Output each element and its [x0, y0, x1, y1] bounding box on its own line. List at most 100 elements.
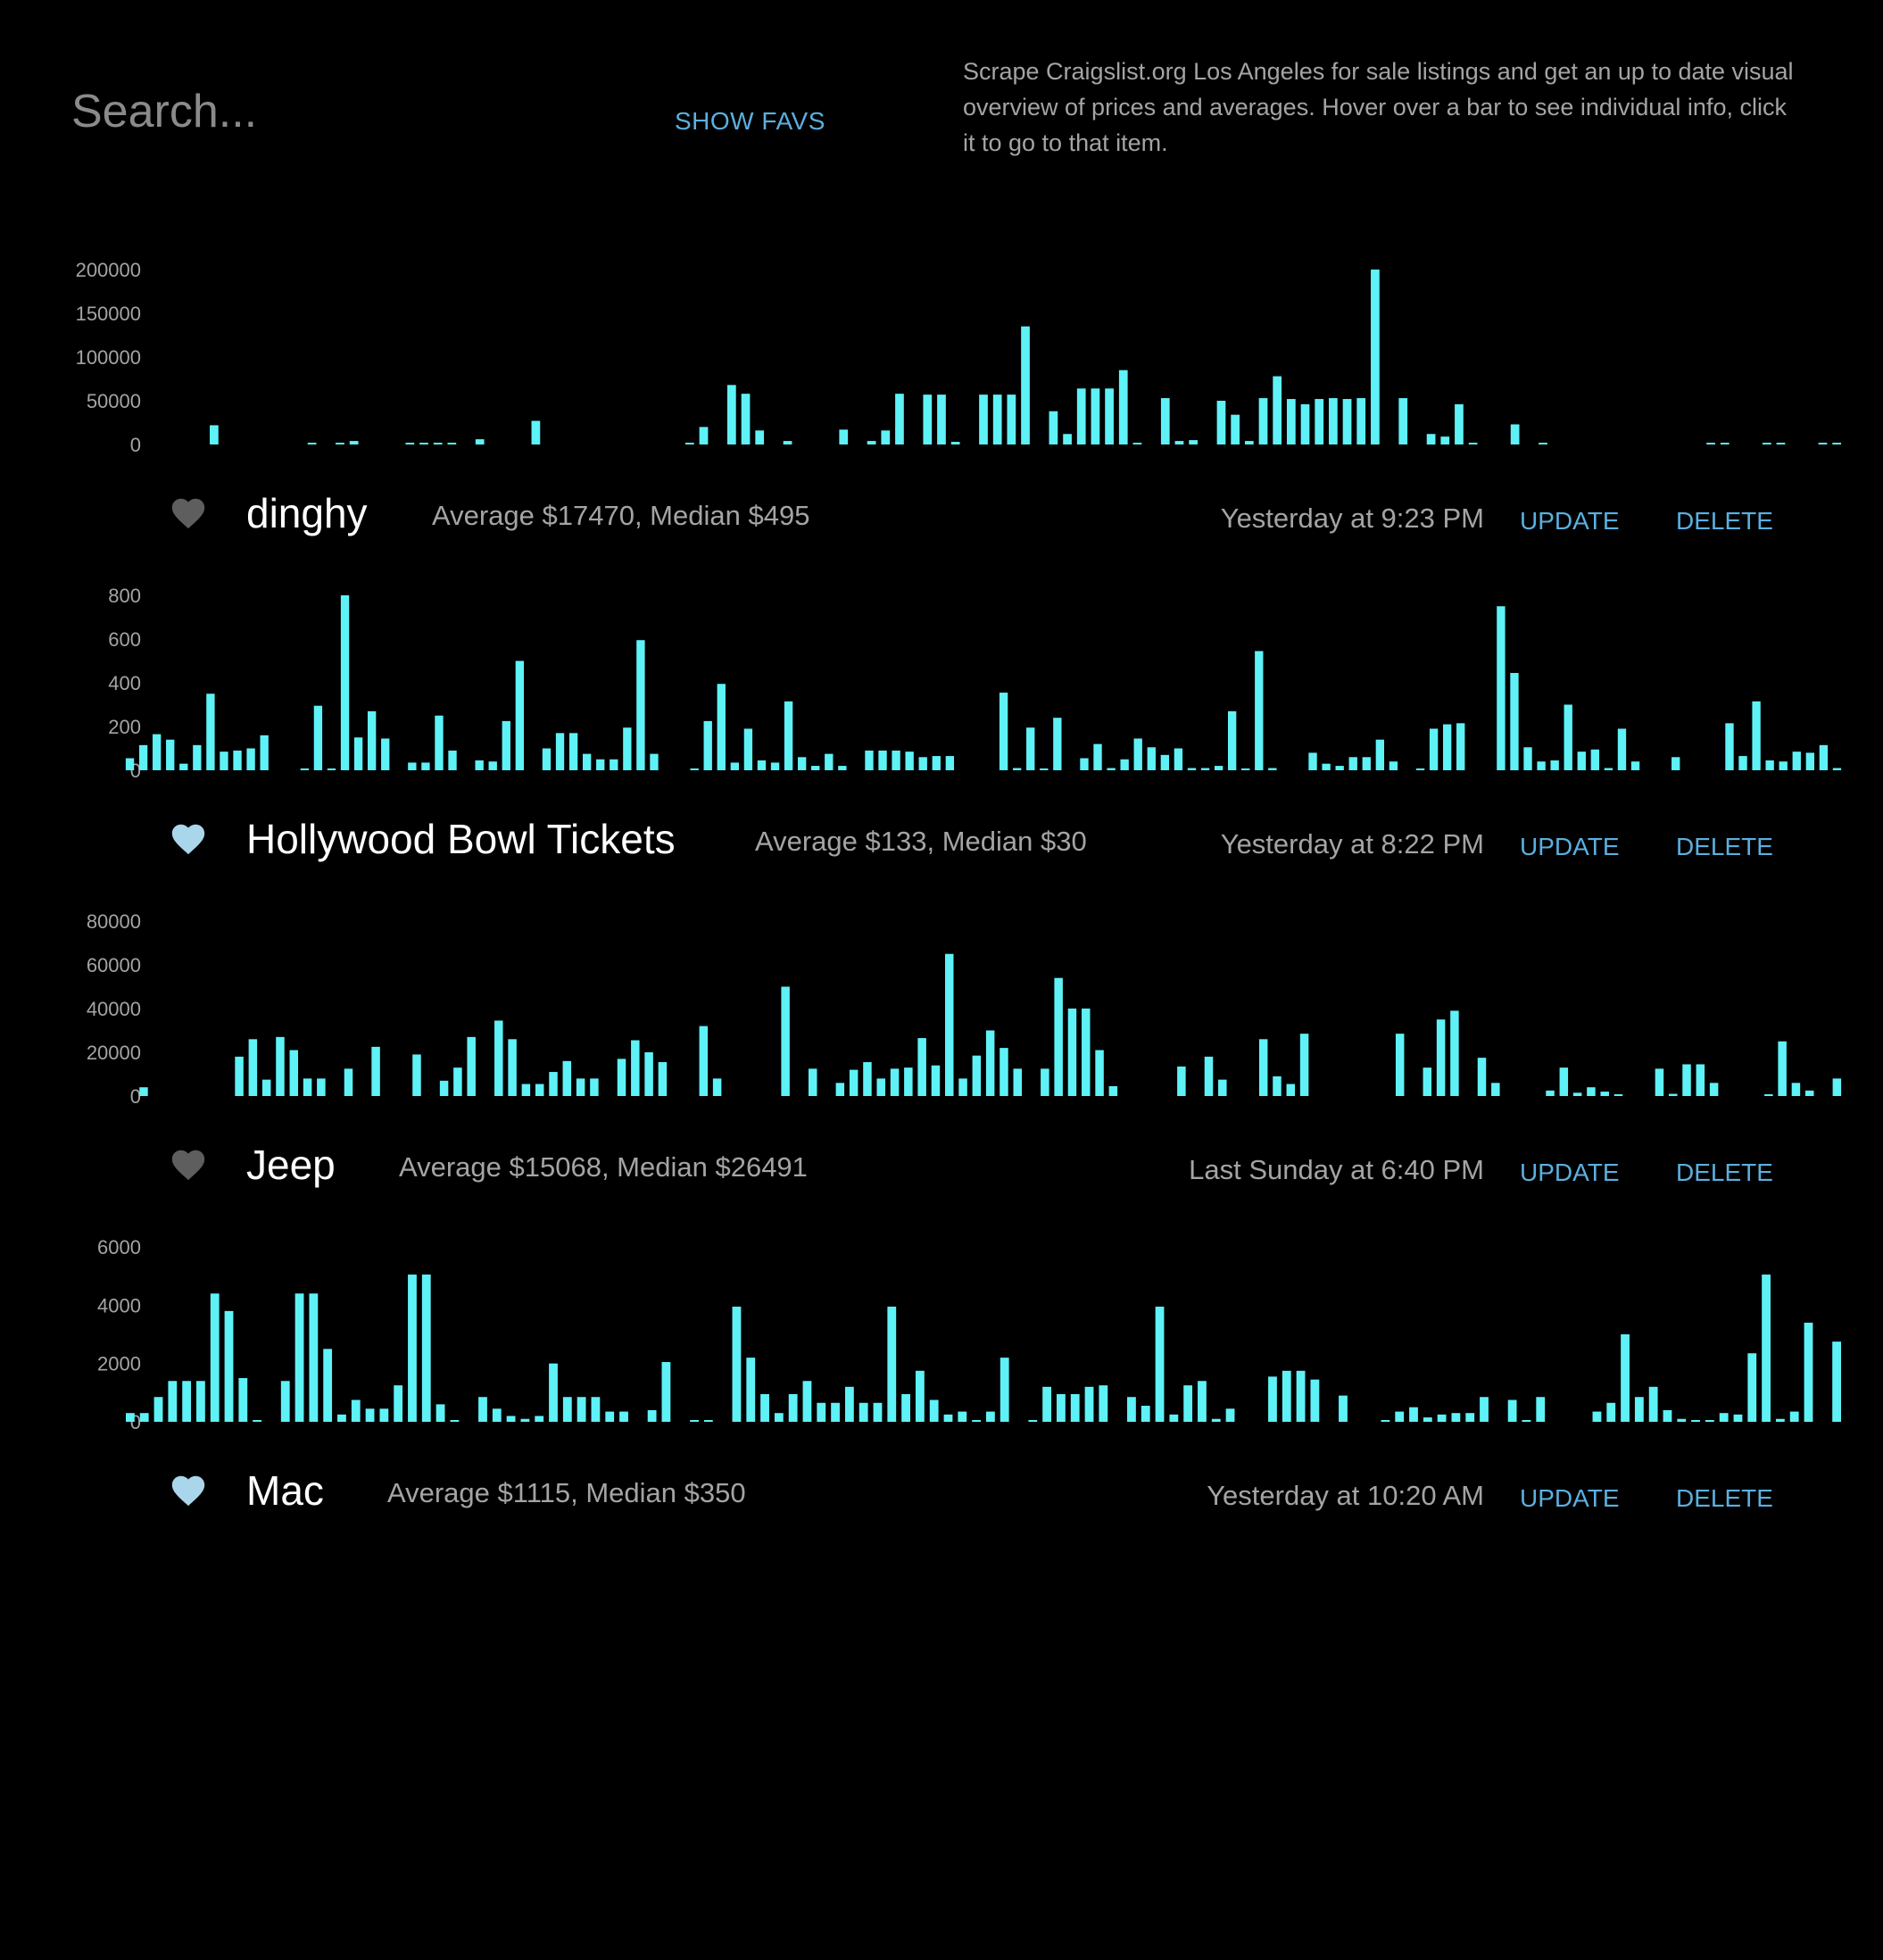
price-bar[interactable] [1682, 1064, 1691, 1096]
price-bar[interactable] [1792, 752, 1801, 770]
price-bar[interactable] [1105, 388, 1114, 444]
price-bar[interactable] [1832, 768, 1842, 770]
price-bar[interactable] [623, 727, 632, 770]
price-bar[interactable] [1241, 768, 1250, 770]
price-bar[interactable] [1053, 718, 1062, 770]
price-bar[interactable] [210, 1293, 220, 1422]
price-bar[interactable] [1775, 1418, 1785, 1422]
price-bar[interactable] [781, 986, 790, 1097]
price-bar[interactable] [797, 757, 807, 770]
price-bar[interactable] [1468, 443, 1478, 444]
price-bar[interactable] [1342, 399, 1352, 444]
price-bar[interactable] [478, 1397, 487, 1422]
price-bar[interactable] [647, 1409, 657, 1422]
price-bar[interactable] [138, 744, 148, 770]
price-bar[interactable] [972, 1420, 981, 1422]
price-bar[interactable] [1375, 739, 1385, 770]
price-bar[interactable] [1187, 768, 1197, 770]
price-bar[interactable] [1000, 1048, 1008, 1096]
price-bar[interactable] [1329, 398, 1338, 444]
price-bar[interactable] [1395, 1411, 1405, 1422]
price-bar[interactable] [1559, 1067, 1569, 1096]
price-bar[interactable] [365, 1408, 375, 1422]
price-bar[interactable] [865, 750, 874, 770]
price-bar[interactable] [992, 394, 1002, 444]
price-bar[interactable] [1663, 1409, 1672, 1422]
price-bar[interactable] [351, 1399, 361, 1423]
price-bar[interactable] [1040, 768, 1049, 770]
price-bar[interactable] [1621, 1334, 1630, 1422]
price-bar[interactable] [811, 766, 820, 770]
price-bar[interactable] [895, 394, 904, 444]
price-bar[interactable] [1273, 376, 1282, 444]
price-bar[interactable] [788, 1393, 798, 1422]
show-favs-button[interactable]: SHOW FAVS [675, 107, 825, 135]
price-bar[interactable] [1013, 1068, 1022, 1096]
price-bar[interactable] [890, 1068, 900, 1096]
price-bar[interactable] [835, 1083, 845, 1096]
price-bar[interactable] [755, 430, 765, 444]
price-bar[interactable] [878, 750, 887, 770]
price-bar[interactable] [1510, 672, 1519, 770]
price-bar[interactable] [488, 761, 497, 770]
price-bar[interactable] [923, 394, 933, 444]
price-bar[interactable] [999, 693, 1008, 770]
price-bar[interactable] [562, 1397, 572, 1422]
price-bar[interactable] [179, 763, 188, 770]
price-bar[interactable] [166, 739, 175, 770]
price-bar[interactable] [276, 1036, 285, 1096]
price-bar[interactable] [1132, 443, 1142, 444]
price-bar[interactable] [453, 1067, 462, 1096]
price-bar[interactable] [918, 757, 927, 770]
price-bar[interactable] [435, 715, 444, 770]
price-bar[interactable] [732, 1306, 742, 1422]
price-bar[interactable] [1286, 1084, 1296, 1096]
price-bar[interactable] [1268, 1376, 1277, 1422]
price-bar[interactable] [1590, 749, 1600, 770]
price-bar[interactable] [412, 1054, 421, 1096]
price-bar[interactable] [327, 768, 336, 770]
price-bar[interactable] [405, 443, 415, 444]
price-bar[interactable] [1042, 1386, 1052, 1422]
price-bar[interactable] [349, 441, 359, 444]
price-bar[interactable] [1227, 710, 1237, 770]
price-bar[interactable] [1286, 399, 1296, 444]
update-button[interactable]: UPDATE [1520, 833, 1620, 860]
price-bar[interactable] [210, 425, 219, 444]
price-bar[interactable] [1465, 1413, 1475, 1422]
price-bar[interactable] [932, 756, 941, 770]
price-bar[interactable] [1426, 434, 1436, 444]
price-bar[interactable] [986, 1411, 995, 1422]
price-bar[interactable] [1480, 1397, 1489, 1422]
price-bar[interactable] [844, 1386, 854, 1422]
price-bar[interactable] [1021, 326, 1030, 444]
price-bar[interactable] [1177, 1066, 1186, 1096]
price-bar[interactable] [1339, 1395, 1348, 1422]
price-bar[interactable] [1409, 1407, 1418, 1422]
price-bar[interactable] [1133, 738, 1142, 770]
price-bar[interactable] [1362, 757, 1371, 770]
price-bar[interactable] [1214, 766, 1224, 770]
price-bar[interactable] [617, 1059, 626, 1096]
price-bar[interactable] [1211, 1418, 1221, 1422]
price-bar[interactable] [1719, 1413, 1729, 1422]
price-bar[interactable] [1107, 768, 1116, 770]
price-bar[interactable] [1174, 748, 1183, 771]
price-bar[interactable] [929, 1399, 939, 1423]
price-bar[interactable] [408, 1275, 417, 1422]
price-bar[interactable] [712, 1078, 722, 1096]
price-bar[interactable] [1706, 443, 1715, 444]
price-bar[interactable] [1765, 760, 1774, 770]
price-bar[interactable] [1026, 727, 1035, 770]
price-bar[interactable] [741, 394, 751, 444]
price-bar[interactable] [1160, 398, 1170, 444]
price-bar[interactable] [1282, 1370, 1291, 1422]
price-bar[interactable] [555, 733, 565, 770]
price-bar[interactable] [1733, 1414, 1743, 1422]
price-bar[interactable] [520, 1418, 530, 1422]
price-bar[interactable] [590, 1078, 599, 1096]
price-bar[interactable] [196, 1381, 205, 1422]
price-bar[interactable] [549, 1072, 558, 1096]
search-input[interactable] [71, 80, 571, 143]
price-bar[interactable] [1832, 1078, 1842, 1096]
